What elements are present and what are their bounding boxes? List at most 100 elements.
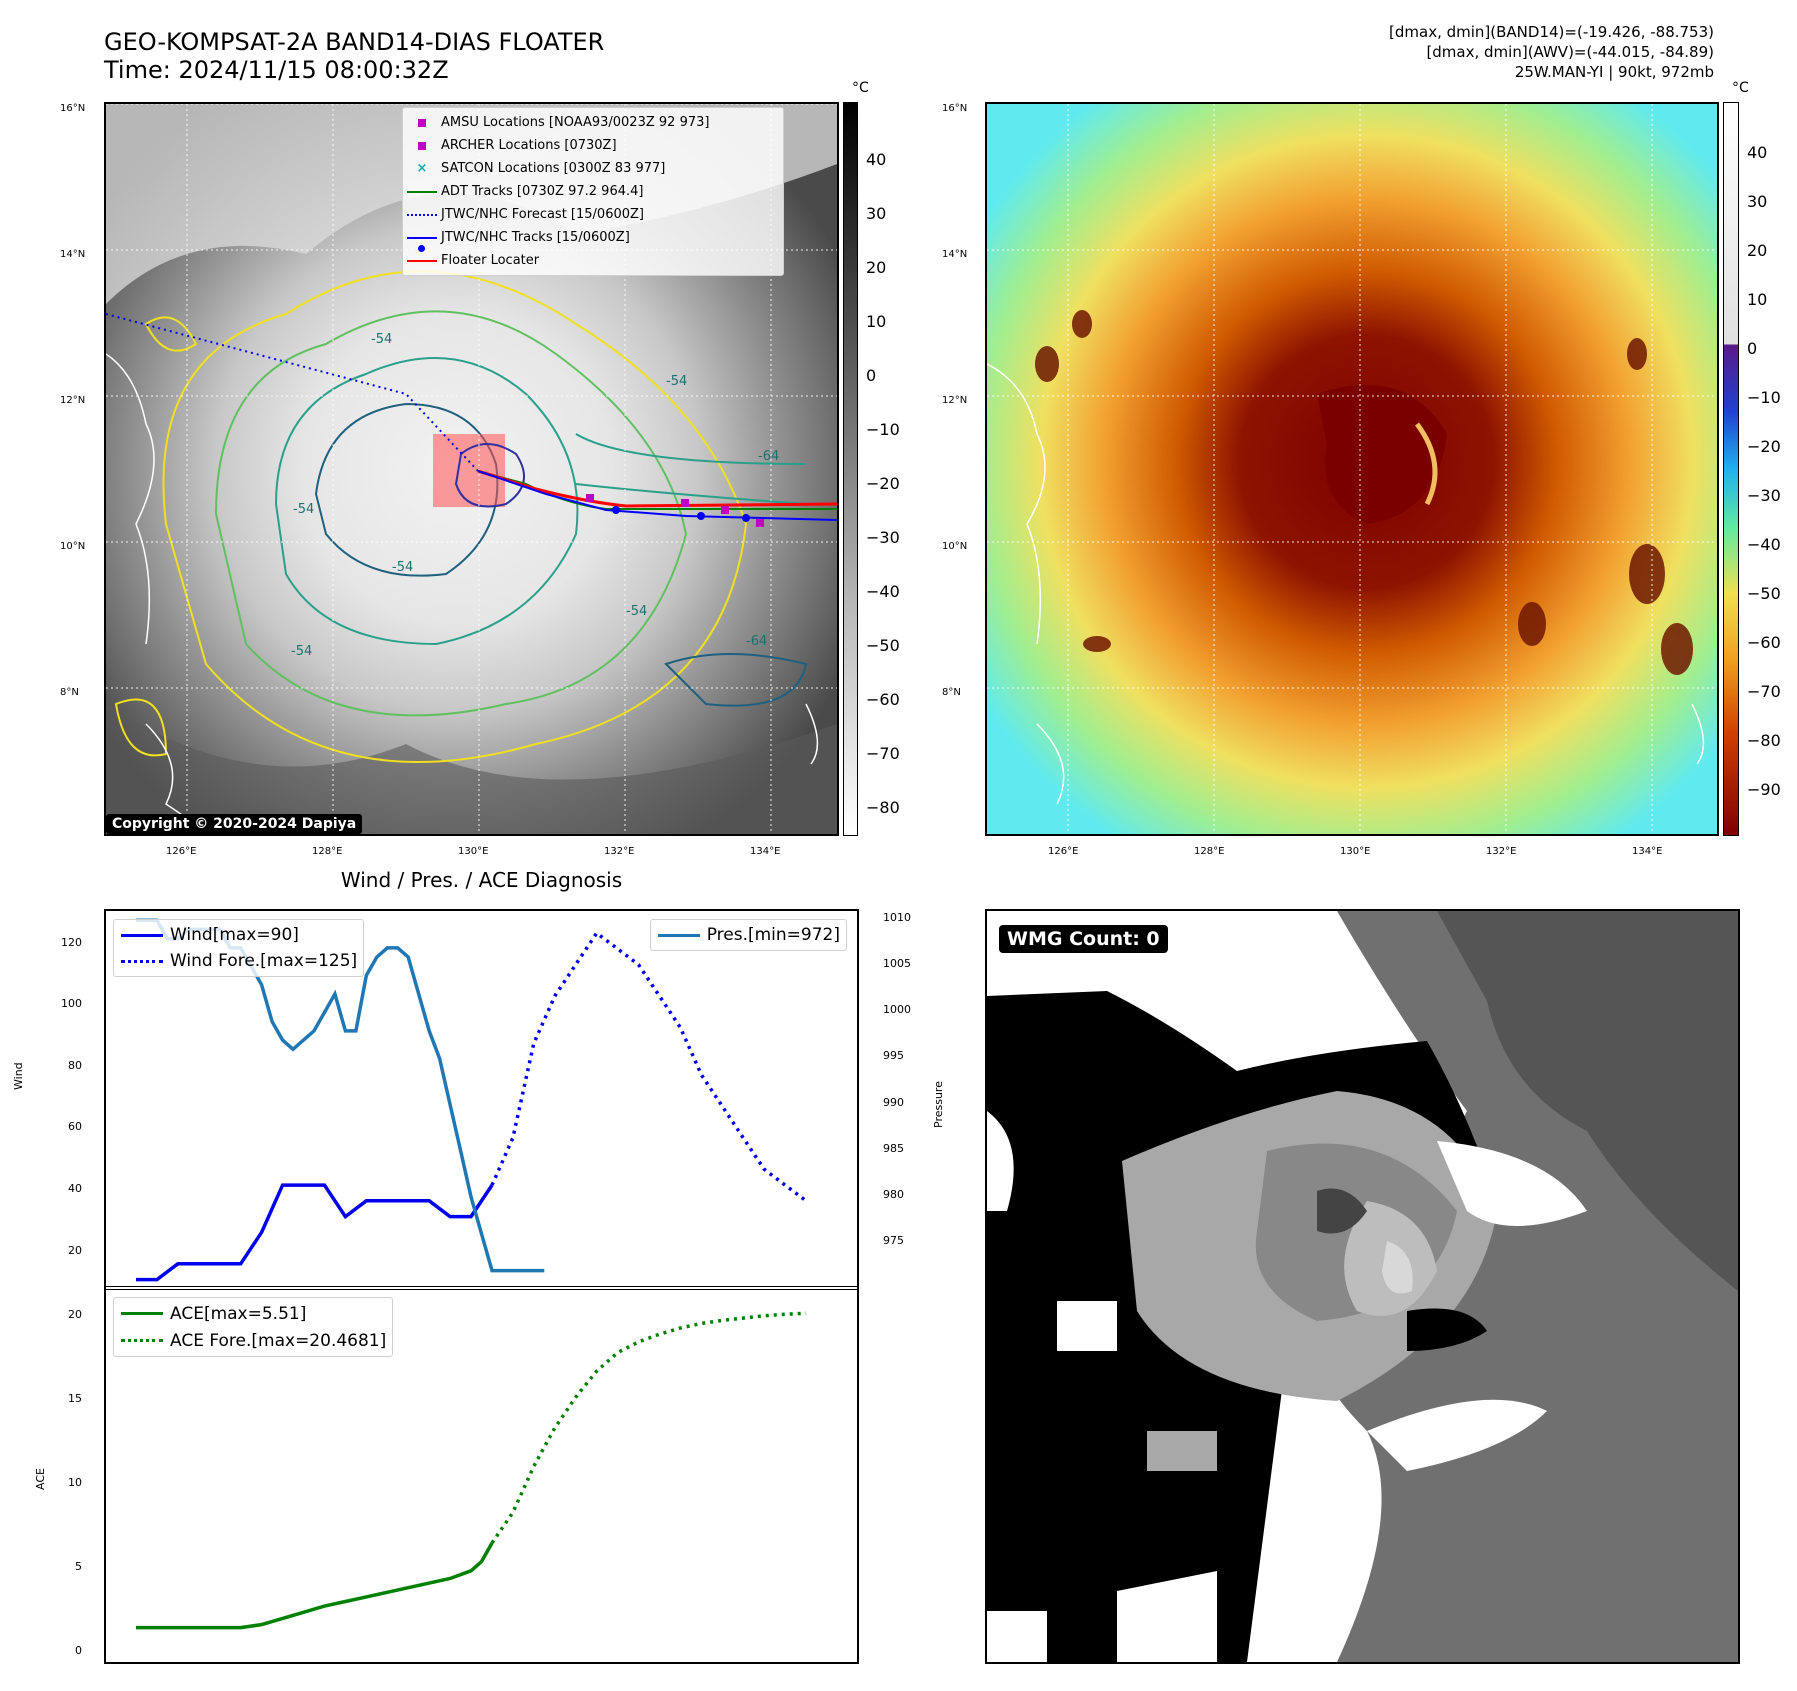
ace-y-tick: 15 (68, 1392, 82, 1405)
wind-series-line (136, 1183, 494, 1282)
awv-colorbar-tick: −60 (1747, 633, 1781, 652)
legend-entry-floater: Floater Locater (403, 249, 783, 272)
awv-colorbar-tick: −80 (1747, 731, 1781, 750)
lat-label: 8°N (60, 687, 79, 698)
awv-colorbar-tick: −10 (1747, 388, 1781, 407)
ace-y-tick: 5 (75, 1560, 82, 1573)
ace-forecast-line-icon (121, 1339, 163, 1342)
lon-label: 130°E (1340, 846, 1371, 857)
pressure-y-tick: 975 (883, 1234, 904, 1247)
copyright-badge: Copyright © 2020-2024 Dapiya (106, 814, 363, 834)
lon-label: 134°E (750, 846, 781, 857)
legend-entry-ace-forecast: ACE Fore.[max=20.4681] (114, 1327, 386, 1354)
wind-y-tick: 20 (68, 1244, 82, 1257)
pressure-y-tick: 1000 (883, 1003, 911, 1016)
legend-entry-pressure: Pres.[min=972] (651, 922, 840, 948)
awv-colorbar-tick: 10 (1747, 290, 1768, 309)
tracks-line-icon (407, 236, 437, 239)
contour-label: -54 (293, 502, 315, 517)
wmg-count-badge: WMG Count: 0 (999, 925, 1168, 953)
legend-entry-tracks: JTWC/NHC Tracks [15/0600Z] (403, 226, 783, 252)
legend-entry-adt: ADT Tracks [0730Z 97.2 964.4] (403, 180, 783, 203)
ir-map-legend: AMSU Locations [NOAA93/0023Z 92 973] ARC… (402, 107, 784, 276)
lon-label: 126°E (1048, 846, 1079, 857)
ir-colorbar-tick: −60 (866, 690, 900, 709)
figure-title: GEO-KOMPSAT-2A BAND14-DIAS FLOATER Time:… (104, 28, 604, 84)
contour-label: -64 (758, 449, 780, 464)
wind-y-tick: 120 (61, 936, 82, 949)
wind-pres-chart: Wind[max=90] Wind Fore.[max=125] Pres.[m… (104, 909, 859, 1290)
wind-y-axis-label: Wind (12, 1062, 25, 1090)
wmg-imagery (987, 911, 1738, 1662)
awv-colorbar-tick: −70 (1747, 682, 1781, 701)
ir-colorbar-tick: −20 (866, 474, 900, 493)
awv-colorbar-unit: °C (1732, 80, 1749, 96)
ir-colorbar-tick: 20 (866, 258, 887, 277)
wind-forecast-line-icon (121, 959, 163, 963)
title-line-2: Time: 2024/11/15 08:00:32Z (104, 56, 449, 84)
pressure-line-icon (657, 933, 700, 937)
figure-info: [dmax, dmin](BAND14)=(-19.426, -88.753) … (1389, 22, 1714, 82)
legend-entry-wind: Wind[max=90] (114, 922, 357, 948)
lat-label: 12°N (942, 395, 968, 406)
awv-imagery (987, 104, 1717, 834)
ace-line-icon (121, 1312, 163, 1315)
lat-label: 16°N (942, 103, 968, 114)
lon-label: 132°E (604, 846, 635, 857)
pressure-legend: Pres.[min=972] (649, 919, 847, 951)
pressure-y-tick: 985 (883, 1142, 904, 1155)
legend-entry-satcon: × SATCON Locations [0300Z 83 977] (416, 161, 666, 176)
contour-label: -54 (626, 604, 648, 619)
lon-label: 128°E (1194, 846, 1225, 857)
contour-label: -54 (291, 644, 313, 659)
lon-label: 128°E (312, 846, 343, 857)
lat-label: 10°N (60, 541, 86, 552)
wind-y-tick: 100 (61, 997, 82, 1010)
ir-colorbar-tick: 40 (866, 150, 887, 169)
ace-y-tick: 0 (75, 1644, 82, 1657)
pressure-y-tick: 980 (883, 1188, 904, 1201)
info-line-2: [dmax, dmin](AWV)=(-44.015, -84.89) (1426, 43, 1714, 61)
lon-label: 134°E (1632, 846, 1663, 857)
amsu-marker-icon (418, 118, 426, 127)
forecast-line-icon (407, 213, 437, 216)
ir-colorbar-tick: −30 (866, 528, 900, 547)
lon-label: 132°E (1486, 846, 1517, 857)
lat-label: 14°N (942, 249, 968, 260)
awv-colorbar-tick: 40 (1747, 143, 1768, 162)
awv-colorbar-tick: 30 (1747, 192, 1768, 211)
ir-colorbar-tick: 0 (866, 366, 877, 385)
ir-colorbar (843, 102, 858, 836)
legend-entry-amsu: AMSU Locations [NOAA93/0023Z 92 973] (403, 111, 783, 134)
info-line-1: [dmax, dmin](BAND14)=(-19.426, -88.753) (1389, 23, 1714, 41)
satcon-marker-icon: × (416, 161, 428, 176)
contour-label: -54 (371, 332, 393, 347)
lat-label: 12°N (60, 395, 86, 406)
lon-label: 126°E (166, 846, 197, 857)
ace-y-tick: 10 (68, 1476, 82, 1489)
pressure-y-tick: 990 (883, 1096, 904, 1109)
awv-map (985, 102, 1719, 836)
awv-colorbar-tick: 20 (1747, 241, 1768, 260)
ace-y-tick: 20 (68, 1308, 82, 1321)
ir-colorbar-unit: °C (852, 80, 869, 96)
lat-label: 8°N (942, 687, 961, 698)
title-line-1: GEO-KOMPSAT-2A BAND14-DIAS FLOATER (104, 28, 605, 56)
ir-colorbar-tick: 10 (866, 312, 887, 331)
pressure-y-tick: 1005 (883, 957, 911, 970)
wind-y-tick: 60 (68, 1120, 82, 1133)
lat-label: 10°N (942, 541, 968, 552)
awv-colorbar-tick: −50 (1747, 584, 1781, 603)
ir-colorbar-tick: 30 (866, 204, 887, 223)
ir-colorbar-tick: −80 (866, 798, 900, 817)
awv-colorbar-tick: −30 (1747, 486, 1781, 505)
awv-colorbar-tick: −40 (1747, 535, 1781, 554)
contour-label: -64 (746, 634, 768, 649)
tracks-dot-icon (418, 244, 425, 252)
ace-y-axis-label: ACE (34, 1468, 47, 1490)
wmg-panel: WMG Count: 0 (985, 909, 1740, 1664)
pressure-y-tick: 1010 (883, 911, 911, 924)
legend-entry-ace: ACE[max=5.51] (114, 1300, 386, 1327)
legend-entry-wind-forecast: Wind Fore.[max=125] (114, 948, 357, 974)
awv-colorbar-tick: −90 (1747, 780, 1781, 799)
